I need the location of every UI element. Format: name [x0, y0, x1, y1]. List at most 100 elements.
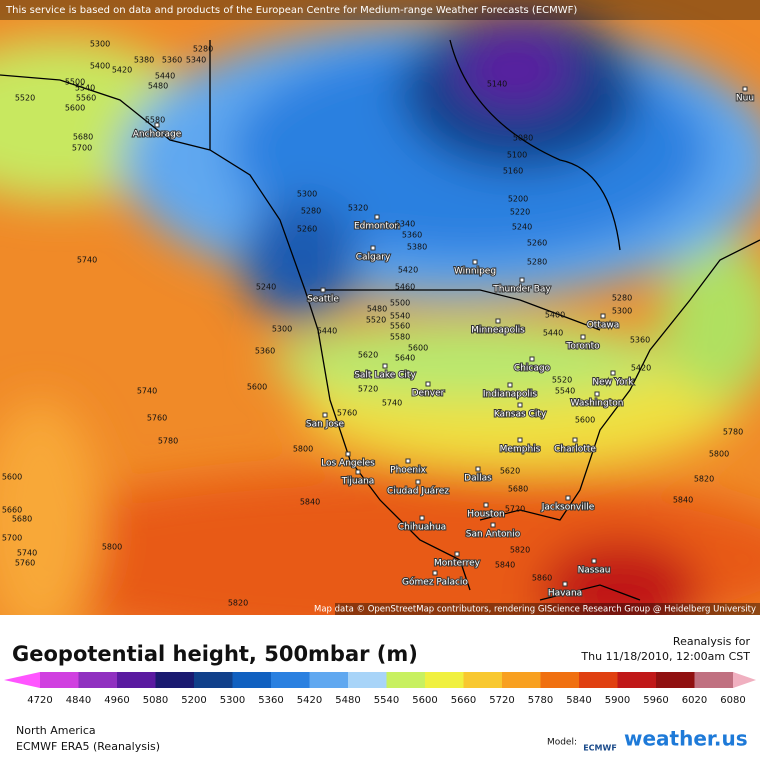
colorbar-label: 4840 — [66, 695, 91, 706]
contour-label: 5280 — [193, 45, 213, 54]
contour-label: 5540 — [555, 387, 575, 396]
contour-label: 5360 — [630, 336, 650, 345]
model-label: Model: — [547, 738, 577, 748]
model-name: ECMWF ERA5 (Reanalysis) — [16, 740, 160, 753]
contour-label: 5840 — [300, 498, 320, 507]
city-marker — [565, 495, 571, 501]
city-marker — [517, 402, 523, 408]
contour-label: 5540 — [390, 312, 410, 321]
city-marker — [454, 551, 460, 557]
city-label: Tijuana — [341, 477, 375, 487]
colorbar-label: 5080 — [143, 695, 168, 706]
contour-label: 5140 — [487, 80, 507, 89]
city-label: Gómez Palacio — [402, 577, 468, 588]
contour-label: 5780 — [158, 437, 178, 446]
city-marker — [580, 334, 586, 340]
contour-label: 5440 — [155, 72, 175, 81]
contour-label: 5600 — [65, 104, 85, 113]
city-label: Nassau — [578, 566, 611, 576]
colorbar-segment — [194, 672, 233, 688]
contour-label: 5500 — [390, 299, 410, 308]
city-label: Nuu — [736, 94, 754, 104]
contour-label: 5440 — [543, 329, 563, 338]
contour-label: 5300 — [90, 40, 110, 49]
map-labels: Anchorage Edmonton Calgary Winnipeg Seattle T… — [2, 40, 755, 608]
contour-label: 5800 — [293, 445, 313, 454]
contour-label: 5660 — [2, 506, 22, 515]
city-marker — [495, 318, 501, 324]
city-marker — [742, 86, 748, 92]
brand: weather.us — [624, 727, 748, 751]
colorbar-segment — [502, 672, 541, 688]
contour-label: 5280 — [527, 258, 547, 267]
contour-label: 5300 — [612, 307, 632, 316]
contour-label: 5740 — [382, 399, 402, 408]
contour-label: 5740 — [77, 256, 97, 265]
city-label: Toronto — [565, 342, 600, 352]
city-label: Phoenix — [390, 466, 426, 476]
colorbar-label: 6020 — [682, 695, 707, 706]
contour-label: 5380 — [407, 243, 427, 252]
city-marker — [562, 581, 568, 587]
contour-label: 5360 — [162, 56, 182, 65]
contour-label: 5600 — [2, 473, 22, 482]
contour-label: 5800 — [102, 543, 122, 552]
city-label: Washington — [571, 399, 624, 409]
contour-label: 5240 — [512, 223, 532, 232]
city-label: Chihuahua — [398, 523, 446, 533]
city-marker — [382, 363, 388, 369]
region: North America — [16, 724, 96, 737]
colorbar-arrow — [733, 672, 756, 688]
attribution: Map data © OpenStreetMap contributors, r… — [314, 605, 756, 615]
contour-label: 5460 — [395, 283, 415, 292]
contour-label: 5720 — [505, 505, 525, 514]
colorbar-segment — [155, 672, 195, 688]
contour-label: 5600 — [408, 344, 428, 353]
colorbar-segment — [271, 672, 310, 688]
city-label: Havana — [548, 589, 582, 599]
contour-label: 5260 — [297, 225, 317, 234]
city-label: Denver — [412, 389, 445, 399]
contour-label: 5820 — [228, 599, 248, 608]
city-marker — [374, 214, 380, 220]
city-label: Chicago — [514, 364, 551, 374]
colorbar-label: 5960 — [643, 695, 668, 706]
contour-label: 5340 — [395, 220, 415, 229]
colorbar-segment — [694, 672, 734, 688]
city-marker — [322, 412, 328, 418]
city-label: Thunder Bay — [492, 285, 551, 295]
contour-label: 5680 — [508, 485, 528, 494]
colorbar-segment — [579, 672, 618, 688]
contour-label: 5820 — [510, 546, 530, 555]
city-label: New York — [592, 378, 634, 388]
city-marker — [475, 466, 481, 472]
contour-label: 5400 — [545, 311, 565, 320]
city-marker — [370, 245, 376, 251]
contour-label: 5320 — [348, 204, 368, 213]
city-marker — [154, 122, 160, 128]
contour-label: 5560 — [390, 322, 410, 331]
city-label: Los Angeles — [321, 459, 375, 469]
city-marker — [519, 277, 525, 283]
colorbar: 4720 4840 4960 5080 5200 5300 5360 5420 5480 5540… — [4, 672, 756, 706]
colorbar-label: 5480 — [335, 695, 360, 706]
city-label: Anchorage — [133, 130, 182, 140]
contour-label: 5380 — [134, 56, 154, 65]
contour-label: 5420 — [112, 66, 132, 75]
colorbar-segment — [309, 672, 349, 688]
city-label: Ottawa — [587, 321, 620, 331]
city-marker — [529, 356, 535, 362]
city-label: Seattle — [307, 295, 339, 305]
colorbar-label: 5200 — [181, 695, 206, 706]
city-label: Ciudad Juárez — [387, 487, 449, 497]
contour-label: 5620 — [500, 467, 520, 476]
contour-label: 5780 — [723, 428, 743, 437]
contour-label: 5480 — [148, 82, 168, 91]
contour-label: 5600 — [575, 416, 595, 425]
colorbar-label: 5840 — [566, 695, 591, 706]
contour-label: 5860 — [532, 574, 552, 583]
contour-label: 5680 — [12, 515, 32, 524]
contour-label: 5340 — [186, 56, 206, 65]
colorbar-label: 5600 — [412, 695, 437, 706]
colorbar-label: 4960 — [104, 695, 129, 706]
